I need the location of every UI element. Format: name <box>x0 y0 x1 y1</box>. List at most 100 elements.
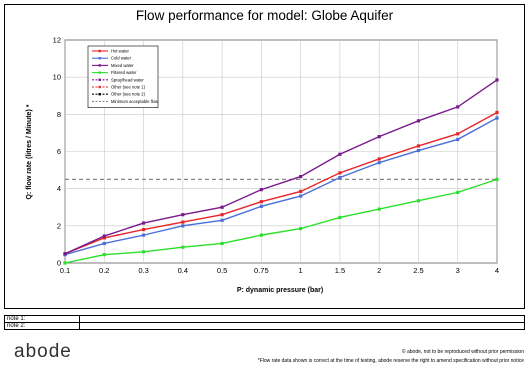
x-tick-label: 0.75 <box>254 266 269 275</box>
y-tick-label: 12 <box>53 36 61 45</box>
copyright-text: © abode, not to be reproduced without pr… <box>401 349 524 355</box>
legend-marker <box>98 85 101 89</box>
legend-label: Cold water <box>111 56 132 61</box>
data-point <box>495 78 499 82</box>
x-tick-label: 3 <box>456 266 460 275</box>
data-point <box>338 215 342 220</box>
y-tick-label: 2 <box>57 221 61 230</box>
x-axis-ticks: 0.1 0.2 0.3 0.4 0.5 0.75 1 1.5 2 2.5 3 4 <box>60 266 499 275</box>
x-tick-label: 4 <box>495 266 499 275</box>
series-line <box>64 117 498 256</box>
data-point <box>416 119 421 123</box>
data-point <box>456 132 460 136</box>
data-point <box>377 207 381 211</box>
note1-label: note 1: <box>4 315 80 323</box>
data-point <box>141 221 146 225</box>
data-point <box>141 233 146 237</box>
legend-label: Spray/head water <box>111 77 144 82</box>
data-point <box>220 218 224 222</box>
data-point <box>416 148 421 153</box>
x-tick-label: 1.5 <box>335 266 345 275</box>
legend: Hot water Cold water Mixed water Filtered w… <box>87 45 159 108</box>
data-point <box>102 236 106 240</box>
data-point <box>102 253 106 257</box>
legend-marker <box>98 57 101 60</box>
x-tick-label: 0.5 <box>217 266 227 275</box>
legend-marker <box>98 93 101 96</box>
chart-title: Flow performance for model: Globe Aquife… <box>135 8 394 23</box>
series-line <box>64 79 498 255</box>
data-point <box>259 204 263 208</box>
x-tick-label: 0.2 <box>99 266 109 275</box>
note2-label: note 2: <box>4 322 80 330</box>
y-axis-label: Q: flow rate (litres / Minute) * <box>26 104 33 199</box>
legend-marker <box>98 49 101 53</box>
note2-value[interactable] <box>79 322 525 330</box>
data-point <box>377 157 381 161</box>
legend-label: Minimum acceptable flow <box>111 99 159 104</box>
data-point <box>220 205 224 209</box>
y-tick-label: 4 <box>57 184 61 193</box>
legend-label: Other (see note 2) <box>111 92 146 97</box>
data-point <box>259 233 263 237</box>
data-point <box>377 135 381 139</box>
data-point <box>456 105 460 109</box>
series-lines <box>63 78 499 265</box>
data-point <box>181 213 185 217</box>
note1-value[interactable] <box>79 315 525 323</box>
data-point <box>181 220 185 224</box>
data-point <box>456 137 460 142</box>
legend-label: Other (see note 1) <box>111 85 146 90</box>
data-point <box>141 227 146 232</box>
legend-label: Filtered water <box>111 70 137 75</box>
notes-table: note 1: note 2: <box>4 315 525 330</box>
data-point <box>456 190 460 194</box>
data-point <box>259 200 263 204</box>
data-point <box>338 175 342 180</box>
x-tick-label: 0.4 <box>178 266 188 275</box>
legend-marker <box>98 78 101 81</box>
note-row-2: note 2: <box>4 322 525 330</box>
legend-label: Mixed water <box>111 63 134 68</box>
data-point <box>63 261 67 265</box>
y-tick-label: 0 <box>57 259 61 268</box>
data-point <box>63 252 67 256</box>
data-point <box>181 224 185 228</box>
data-point <box>299 194 303 198</box>
data-point <box>416 199 421 203</box>
legend-box <box>87 45 159 108</box>
note-row-1: note 1: <box>4 315 525 323</box>
data-point <box>220 213 224 217</box>
y-axis-ticks: 0 2 4 6 8 10 12 <box>53 36 61 268</box>
x-tick-label: 0.3 <box>138 266 148 275</box>
data-point <box>338 152 342 156</box>
data-point <box>416 144 421 148</box>
series-line <box>64 111 498 255</box>
disclaimer-text: *Flow rate data shown is correct at the … <box>257 358 524 364</box>
chart-frame <box>4 4 525 309</box>
data-point <box>495 116 499 120</box>
x-tick-label: 0.1 <box>60 266 70 275</box>
legend-label: Hot water <box>111 49 130 54</box>
y-tick-label: 6 <box>57 147 61 156</box>
data-point <box>220 241 224 246</box>
data-point <box>299 189 303 194</box>
data-point <box>259 187 263 192</box>
y-tick-label: 8 <box>57 110 61 119</box>
x-tick-label: 1 <box>299 266 303 275</box>
x-tick-label: 2 <box>377 266 381 275</box>
data-point <box>338 171 342 175</box>
legend-marker <box>98 71 101 74</box>
data-point <box>102 241 106 246</box>
data-point <box>299 227 303 231</box>
data-point <box>299 174 303 179</box>
x-axis-label: P: dynamic pressure (bar) <box>237 287 323 294</box>
data-point <box>495 177 499 181</box>
series-line <box>64 178 498 264</box>
data-point <box>141 250 146 254</box>
y-tick-label: 10 <box>53 73 61 82</box>
data-point <box>181 245 185 249</box>
data-point <box>102 234 106 238</box>
abode-logo: abode <box>14 341 72 362</box>
